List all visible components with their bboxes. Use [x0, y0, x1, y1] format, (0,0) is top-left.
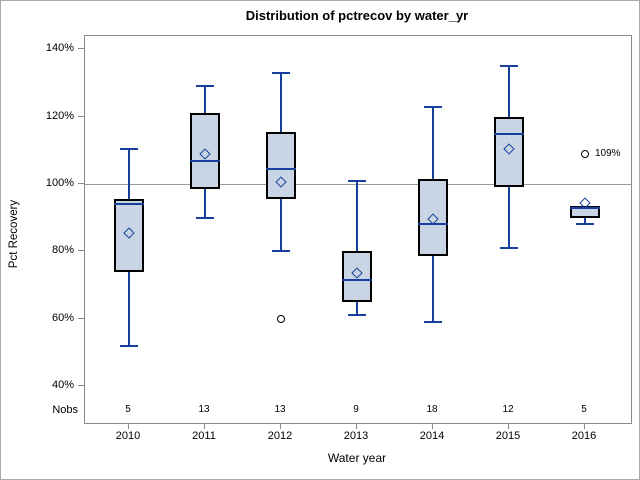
- y-tick-mark: [78, 250, 84, 252]
- whisker-cap-bottom-2010: [120, 344, 138, 347]
- whisker-cap-bottom-2016: [576, 223, 594, 226]
- whisker-cap-bottom-2011: [196, 216, 214, 219]
- x-tick-label-2011: 2011: [192, 430, 216, 442]
- x-tick-label-2014: 2014: [419, 430, 445, 442]
- nobs-value-2013: 9: [353, 404, 359, 415]
- median-line-2011: [190, 159, 220, 162]
- x-tick-label-2010: 2010: [115, 430, 141, 442]
- whisker-cap-top-2011: [196, 85, 214, 88]
- x-tick-mark: [584, 423, 585, 429]
- median-line-2010: [114, 203, 144, 206]
- median-line-2015: [494, 132, 524, 135]
- x-tick-label-2012: 2012: [267, 430, 293, 442]
- outlier-marker-2012: [277, 314, 285, 323]
- y-tick-mark: [78, 115, 84, 117]
- whisker-cap-top-2013: [348, 179, 366, 182]
- x-tick-mark: [204, 423, 205, 429]
- y-tick-label: 60%: [51, 311, 74, 324]
- y-tick-mark: [78, 48, 84, 50]
- whisker-cap-top-2015: [500, 65, 518, 68]
- x-tick-label-2013: 2013: [343, 430, 369, 442]
- whisker-line-2013: [356, 180, 358, 316]
- nobs-value-2010: 5: [125, 404, 131, 415]
- whisker-cap-bottom-2012: [272, 250, 290, 253]
- median-line-2013: [342, 278, 372, 281]
- outlier-label-2016: 109%: [595, 147, 621, 159]
- plot-area: 109%: [84, 35, 632, 424]
- x-axis-title: Water year: [327, 451, 387, 465]
- box-2014: [418, 179, 448, 257]
- whisker-cap-bottom-2015: [500, 247, 518, 249]
- x-tick-label-2016: 2016: [571, 430, 597, 442]
- x-tick-mark: [128, 423, 129, 429]
- x-tick-mark: [280, 423, 281, 429]
- whisker-cap-bottom-2014: [424, 321, 442, 324]
- box-2013: [342, 251, 372, 302]
- median-line-2012: [266, 167, 296, 170]
- nobs-row-label: Nobs: [52, 404, 78, 416]
- y-tick-label: 80%: [51, 244, 74, 257]
- y-tick-mark: [78, 317, 84, 319]
- whisker-cap-top-2014: [424, 105, 442, 108]
- y-tick-label: 120%: [45, 109, 74, 122]
- outlier-marker-2016: [581, 149, 589, 158]
- box-2015: [494, 116, 524, 188]
- x-tick-mark: [356, 423, 357, 429]
- box-2012: [266, 131, 296, 200]
- nobs-value-2016: 5: [581, 404, 587, 415]
- y-tick-mark: [78, 183, 84, 185]
- y-tick-label: 40%: [51, 378, 74, 391]
- nobs-value-2012: 13: [274, 404, 286, 415]
- box-2010: [114, 199, 144, 272]
- whisker-cap-bottom-2013: [348, 314, 366, 317]
- median-line-2014: [418, 223, 448, 226]
- x-tick-mark: [432, 423, 433, 429]
- y-tick-label: 100%: [45, 177, 74, 190]
- y-axis-title: Pct Recovery: [8, 199, 20, 269]
- chart-title: Distribution of pctrecov by water_yr: [245, 8, 469, 23]
- y-tick-mark: [78, 384, 84, 386]
- nobs-value-2015: 12: [502, 404, 514, 415]
- box-2011: [190, 113, 220, 190]
- x-tick-mark: [508, 423, 509, 429]
- nobs-value-2014: 18: [426, 404, 438, 415]
- y-tick-label: 140%: [45, 42, 74, 55]
- whisker-cap-top-2012: [272, 72, 290, 75]
- median-line-2016: [570, 206, 600, 209]
- x-tick-label-2015: 2015: [495, 430, 521, 442]
- whisker-cap-top-2010: [120, 147, 138, 150]
- reference-line-100pct: [85, 184, 631, 186]
- nobs-value-2011: 13: [198, 404, 210, 415]
